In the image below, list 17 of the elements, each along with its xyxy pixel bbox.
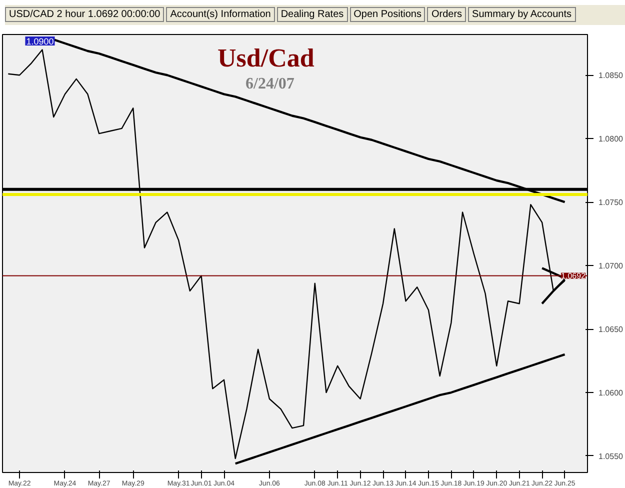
y-tick-label: 1.0650 bbox=[598, 325, 624, 334]
y-tick-label: 1.0700 bbox=[598, 262, 624, 271]
chart-title: Usd/Cad bbox=[218, 44, 315, 72]
y-tick-label: 1.0800 bbox=[598, 134, 624, 144]
text: Open Positions bbox=[350, 7, 426, 22]
y-tick-label: 1.0750 bbox=[598, 198, 624, 208]
y-tick-label: 1.0850 bbox=[598, 71, 624, 80]
text: Dealing Rates bbox=[276, 7, 348, 22]
text: Summary by Accounts bbox=[468, 7, 576, 22]
ref-line-label: 1.0692 bbox=[561, 272, 586, 281]
y-tick-label: 1.0550 bbox=[598, 452, 624, 461]
text: 6/24/07 bbox=[246, 76, 294, 92]
y-tick-label: 1.0600 bbox=[598, 388, 624, 398]
annotation: 1.0900 bbox=[26, 36, 54, 46]
text: Account(s) Information bbox=[166, 7, 275, 22]
text: Orders bbox=[427, 7, 466, 22]
text: USD/CAD 2 hour 1.0692 00:00:00 bbox=[5, 7, 164, 22]
